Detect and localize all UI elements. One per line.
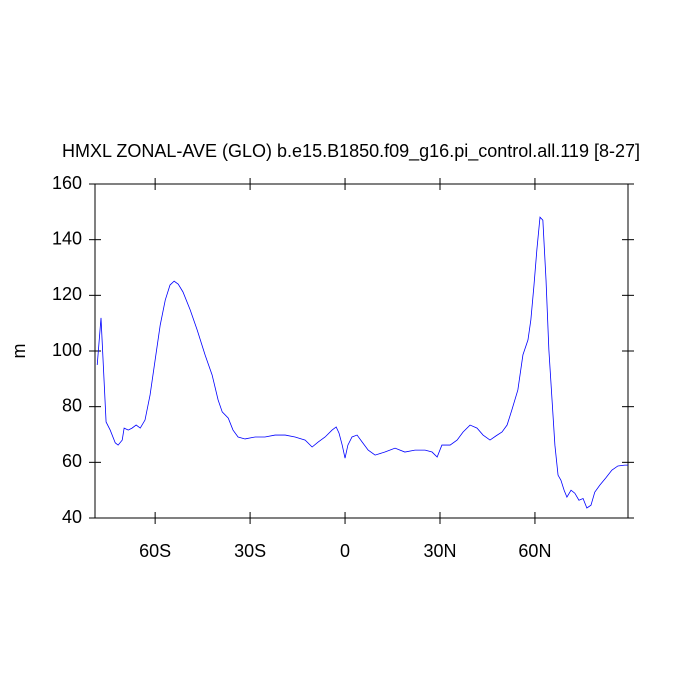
x-tick-label: 30S — [234, 541, 266, 561]
y-tick-label: 100 — [52, 340, 82, 360]
y-tick-label: 160 — [52, 173, 82, 193]
x-tick-label: 0 — [340, 541, 350, 561]
x-tick-label: 60S — [139, 541, 171, 561]
x-tick-label: 60N — [518, 541, 551, 561]
y-tick-label: 120 — [52, 284, 82, 304]
y-tick-label: 60 — [62, 451, 82, 471]
y-tick-label: 40 — [62, 507, 82, 527]
y-axis-label: m — [9, 344, 29, 359]
plot-frame — [94, 183, 629, 519]
y-tick-label: 80 — [62, 395, 82, 415]
y-tick-label: 140 — [52, 228, 82, 248]
chart-title: HMXL ZONAL-AVE (GLO) b.e15.B1850.f09_g16… — [62, 141, 640, 162]
data-line — [96, 216, 628, 509]
x-tick-label: 30N — [423, 541, 456, 561]
